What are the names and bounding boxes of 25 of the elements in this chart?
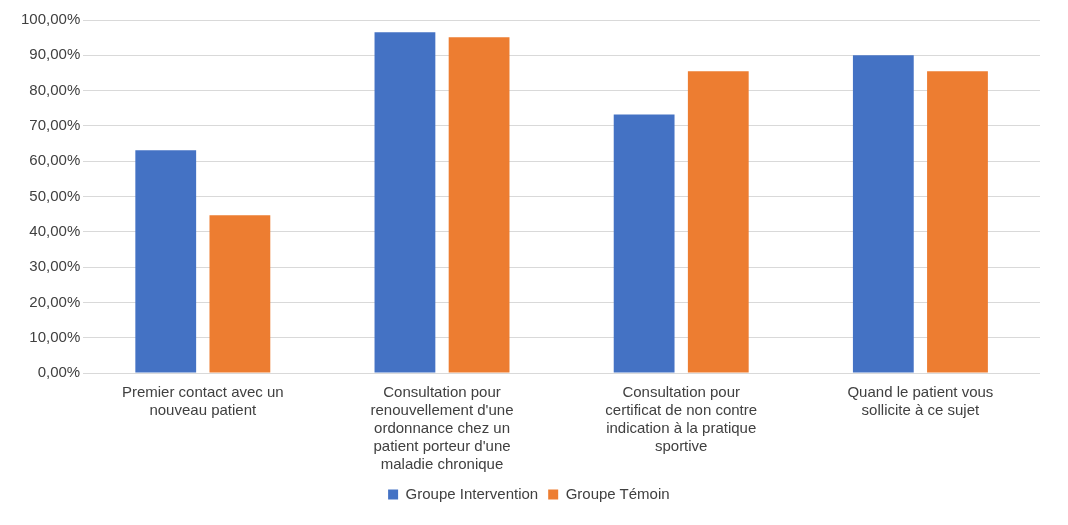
- y-tick-label: 60,00%: [29, 151, 81, 169]
- bar: [209, 215, 271, 373]
- y-tick-label: 40,00%: [29, 221, 81, 239]
- x-tick-label: Premier contact avec un nouveau patient: [121, 383, 284, 419]
- y-tick-label: 30,00%: [29, 257, 81, 275]
- y-tick-label: 20,00%: [29, 292, 81, 310]
- x-tick-label: Quand le patient vous sollicite à ce sujet: [847, 383, 994, 419]
- y-tick-label: 10,00%: [29, 327, 81, 345]
- y-tick-label: 70,00%: [29, 116, 81, 134]
- legend-label: Groupe Témoin: [565, 484, 670, 502]
- x-tick-label: Consultation pour renouvellement d'une ordonnance chez un patient porteur d'une maladie chronique: [370, 383, 514, 473]
- bar: [135, 150, 197, 373]
- y-tick-label: 50,00%: [29, 186, 81, 204]
- bar: [374, 32, 436, 373]
- legend-label: Groupe Intervention: [405, 484, 539, 502]
- bar: [852, 55, 914, 373]
- bar: [687, 71, 749, 373]
- bar: [927, 71, 988, 373]
- y-tick-label: 80,00%: [29, 80, 81, 98]
- y-tick-label: 0,00%: [37, 363, 81, 381]
- bar: [448, 37, 510, 373]
- x-tick-label: Consultation pour certificat de non contre indication à la pratique sportive: [605, 383, 758, 455]
- y-tick-label: 100,00%: [21, 10, 81, 28]
- bar: [613, 114, 675, 373]
- y-tick-label: 90,00%: [29, 45, 81, 63]
